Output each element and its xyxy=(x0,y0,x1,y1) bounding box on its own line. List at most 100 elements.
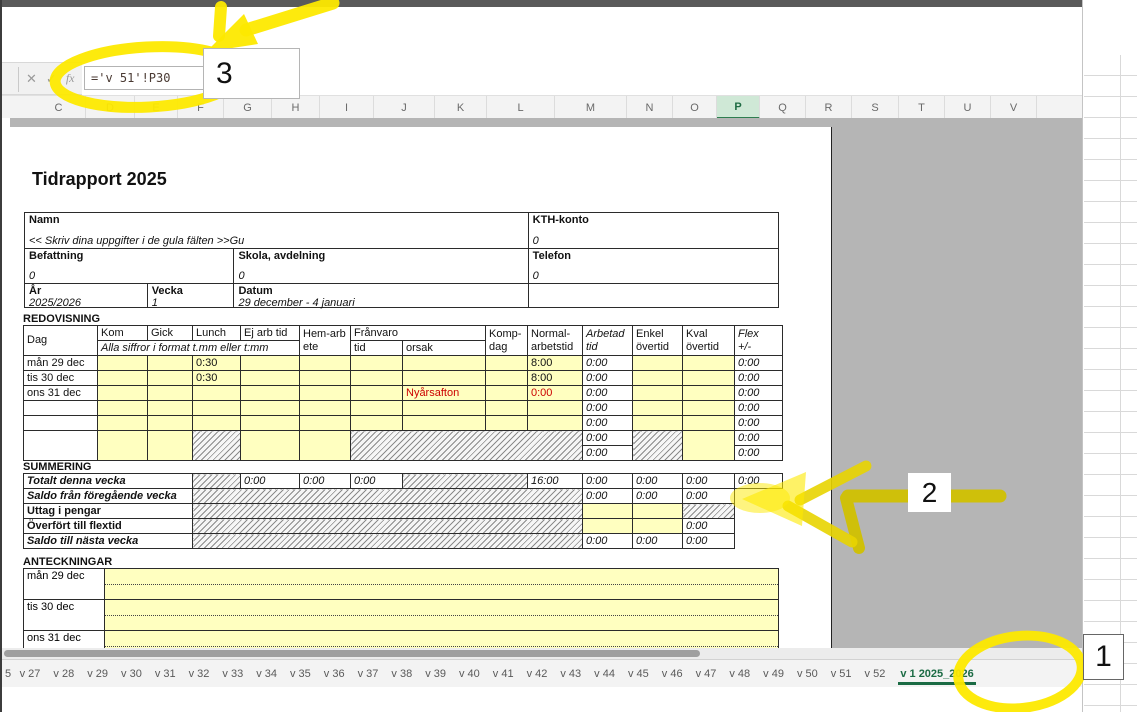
sheet-tab-v36[interactable]: v 36 xyxy=(323,667,345,680)
input-cell[interactable] xyxy=(97,430,148,461)
column-header-U[interactable]: U xyxy=(945,96,991,119)
input-cell[interactable] xyxy=(350,400,403,416)
sheet-tab-v47[interactable]: v 47 xyxy=(695,667,717,680)
input-cell[interactable] xyxy=(240,415,300,431)
vecka-value[interactable]: 1 xyxy=(151,297,158,309)
normal-cell[interactable]: 0:00 xyxy=(527,385,583,401)
sheet-tab-v32[interactable]: v 32 xyxy=(188,667,210,680)
telefon-value[interactable]: 0 xyxy=(532,270,539,282)
column-header-V[interactable]: V xyxy=(991,96,1037,119)
input-cell[interactable] xyxy=(632,518,683,534)
flex-cell[interactable]: 0:00 xyxy=(734,445,783,461)
skola-value[interactable]: 0 xyxy=(238,270,245,282)
selected-cell-P30[interactable]: 0:00 xyxy=(682,488,735,504)
input-cell[interactable] xyxy=(682,415,735,431)
input-cell[interactable] xyxy=(350,415,403,431)
input-cell-hem[interactable] xyxy=(299,385,351,401)
column-header-M[interactable]: M xyxy=(555,96,627,119)
sheet-tab-v37[interactable]: v 37 xyxy=(357,667,379,680)
normal-cell[interactable]: 8:00 xyxy=(527,355,583,371)
input-cell-komp[interactable] xyxy=(485,370,528,386)
accept-icon[interactable]: ✓ xyxy=(45,70,57,86)
column-header-Q[interactable]: Q xyxy=(760,96,806,119)
arbetad-cell[interactable]: 0:00 xyxy=(582,370,633,386)
column-header-H[interactable]: H xyxy=(272,96,320,119)
input-cell[interactable] xyxy=(192,400,241,416)
input-cell-hem[interactable] xyxy=(299,355,351,371)
input-cell[interactable] xyxy=(632,503,683,519)
column-header-F[interactable]: F xyxy=(178,96,224,119)
sheet-tab-v46[interactable]: v 46 xyxy=(661,667,683,680)
sheet-tab-v45[interactable]: v 45 xyxy=(627,667,649,680)
input-cell[interactable] xyxy=(240,430,300,461)
input-cell[interactable] xyxy=(240,400,300,416)
input-cell-tid[interactable] xyxy=(350,370,403,386)
sheet-tab-v50[interactable]: v 50 xyxy=(796,667,818,680)
sheet-tab-v44[interactable]: v 44 xyxy=(594,667,615,680)
sheet-tab-v34[interactable]: v 34 xyxy=(256,667,277,680)
input-cell-orsak[interactable] xyxy=(402,370,486,386)
column-header-L[interactable]: L xyxy=(487,96,555,119)
input-cell[interactable] xyxy=(97,400,148,416)
input-cell-hem[interactable] xyxy=(299,370,351,386)
input-cell-ej[interactable] xyxy=(240,355,300,371)
befattning-value[interactable]: 0 xyxy=(29,270,36,282)
sheet-tab-v41[interactable]: v 41 xyxy=(492,667,514,680)
flex-cell[interactable]: 0:00 xyxy=(734,385,783,401)
arbetad-cell[interactable]: 0:00 xyxy=(582,445,633,461)
scrollbar-thumb[interactable] xyxy=(4,650,700,657)
sheet-tab-partial[interactable]: 5 xyxy=(5,667,12,680)
flex-cell[interactable]: 0:00 xyxy=(734,370,783,386)
input-cell-kval[interactable] xyxy=(682,385,735,401)
column-header-G[interactable]: G xyxy=(224,96,272,119)
datum-value[interactable]: 29 december - 4 januari xyxy=(238,297,355,309)
arbetad-cell[interactable]: 0:00 xyxy=(582,415,633,431)
input-cell-tid[interactable] xyxy=(350,385,403,401)
sheet-tab-v42[interactable]: v 42 xyxy=(526,667,548,680)
column-header-I[interactable]: I xyxy=(320,96,374,119)
input-cell-ej[interactable] xyxy=(240,385,300,401)
input-cell-kom[interactable] xyxy=(97,385,148,401)
orsak-holiday-cell[interactable]: Nyårsafton xyxy=(402,385,486,401)
input-cell[interactable] xyxy=(682,430,735,461)
sheet-tab-v51[interactable]: v 51 xyxy=(830,667,852,680)
input-cell[interactable] xyxy=(97,415,148,431)
note-input-area[interactable] xyxy=(105,631,779,648)
column-header-O[interactable]: O xyxy=(673,96,717,119)
column-header-C[interactable]: C xyxy=(32,96,86,119)
column-header-D[interactable]: D xyxy=(86,96,135,119)
input-cell-tid[interactable] xyxy=(350,355,403,371)
flex-cell[interactable]: 0:00 xyxy=(734,355,783,371)
column-header-K[interactable]: K xyxy=(435,96,487,119)
input-cell-enkel[interactable] xyxy=(632,370,683,386)
input-cell-lunch[interactable]: 0:30 xyxy=(192,370,241,386)
sheet-tab-v40[interactable]: v 40 xyxy=(458,667,480,680)
column-header-N[interactable]: N xyxy=(627,96,673,119)
input-cell[interactable] xyxy=(527,400,583,416)
input-cell-komp[interactable] xyxy=(485,385,528,401)
note-input-area[interactable] xyxy=(105,600,779,630)
horizontal-scrollbar[interactable] xyxy=(2,648,1082,659)
insert-function-icon[interactable]: fx xyxy=(65,71,75,85)
input-cell-gick[interactable] xyxy=(147,370,193,386)
ar-value[interactable]: 2025/2026 xyxy=(29,297,81,309)
input-cell[interactable] xyxy=(582,503,633,519)
input-cell[interactable] xyxy=(147,415,193,431)
input-cell-ej[interactable] xyxy=(240,370,300,386)
input-cell[interactable] xyxy=(632,415,683,431)
cancel-icon[interactable]: ✕ xyxy=(26,70,37,86)
sheet-tab-v31[interactable]: v 31 xyxy=(154,667,176,680)
input-cell-kom[interactable] xyxy=(97,370,148,386)
column-header-J[interactable]: J xyxy=(374,96,435,119)
input-cell-enkel[interactable] xyxy=(632,385,683,401)
arbetad-cell[interactable]: 0:00 xyxy=(582,430,633,446)
sheet-tab-v35[interactable]: v 35 xyxy=(290,667,311,680)
input-cell[interactable] xyxy=(485,415,528,431)
flex-cell[interactable]: 0:00 xyxy=(734,415,783,431)
flex-cell[interactable]: 0:00 xyxy=(734,430,783,446)
input-cell[interactable] xyxy=(527,415,583,431)
sheet-tab-v38[interactable]: v 38 xyxy=(391,667,413,680)
input-cell-gick[interactable] xyxy=(147,385,193,401)
input-cell-orsak[interactable] xyxy=(402,355,486,371)
sheet-tab-v43[interactable]: v 43 xyxy=(560,667,582,680)
